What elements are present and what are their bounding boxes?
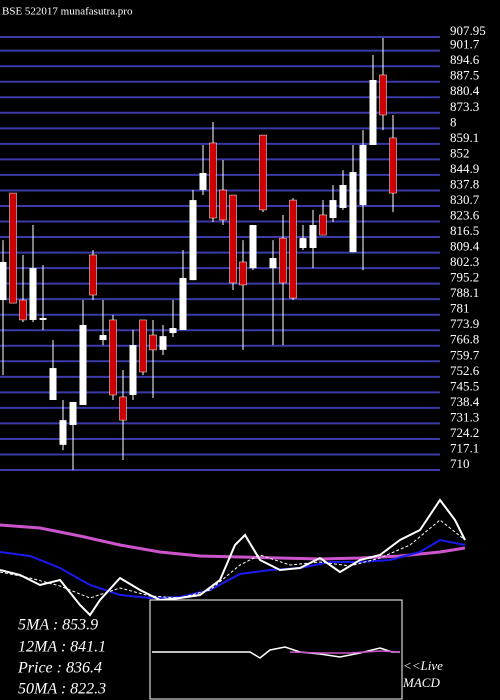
candle-body (389, 137, 397, 194)
candle-body (329, 200, 337, 219)
candle-body (29, 268, 37, 320)
candle-body (169, 328, 177, 334)
candle-body (309, 225, 317, 248)
y-tick-label: 745.5 (450, 378, 479, 393)
candle-body (19, 299, 27, 321)
ma-short-line (0, 519, 466, 599)
candle-body (369, 79, 377, 145)
macd-label: MACD (402, 675, 440, 690)
candle-body (119, 396, 127, 421)
price-text: Price : 836.4 (17, 660, 102, 677)
y-tick-label: 837.8 (450, 176, 479, 191)
candle-body (299, 238, 307, 248)
y-tick-label: 823.6 (450, 207, 480, 222)
candle-body (269, 258, 277, 269)
y-tick-label: 773.9 (450, 316, 479, 331)
candle-body (149, 334, 157, 351)
y-tick-label: 887.5 (450, 68, 479, 83)
y-tick-label: 852 (450, 145, 470, 160)
candle-body (319, 214, 327, 236)
price-line (0, 498, 466, 617)
candle-body (239, 261, 247, 286)
chart-title: BSE 522017 munafasutra.pro (2, 6, 133, 18)
candle-body (139, 319, 147, 373)
candle-body (179, 277, 187, 331)
live-link[interactable]: <<Live (403, 658, 443, 673)
y-tick-label: 830.7 (450, 192, 480, 207)
ma50-text: 50MA : 822.3 (18, 681, 106, 698)
y-tick-label: 894.6 (450, 52, 480, 67)
y-tick-label: 907.95 (450, 23, 486, 38)
macd-signal-line (289, 650, 401, 654)
candle-body (229, 194, 237, 284)
y-tick-label: 809.4 (450, 239, 480, 254)
candle-body (359, 144, 367, 206)
ma-mid-line (0, 538, 466, 600)
y-tick-label: 873.3 (450, 99, 479, 114)
ma12-text: 12MA : 841.1 (18, 639, 106, 656)
y-tick-label: 795.2 (450, 270, 479, 285)
candle-body (109, 319, 117, 396)
y-tick-label: 752.6 (450, 363, 480, 378)
candle-body (49, 368, 57, 401)
candle-body (69, 401, 77, 425)
y-tick-label: 781 (450, 301, 470, 316)
candle-body (339, 184, 347, 208)
y-tick-label: 759.7 (450, 347, 480, 362)
candle-body (219, 189, 227, 221)
y-tick-label: 859.1 (450, 130, 479, 145)
y-tick-label: 738.4 (450, 394, 480, 409)
y-tick-label: 717.1 (450, 440, 479, 455)
y-tick-label: 901.7 (450, 37, 480, 52)
y-tick-label: 880.4 (450, 83, 480, 98)
candle-body (279, 237, 287, 284)
candle-body (0, 261, 7, 301)
candle-body (259, 134, 267, 211)
y-tick-label: 766.8 (450, 332, 479, 347)
candle-body (199, 172, 207, 191)
y-tick-label: 816.5 (450, 223, 479, 238)
y-tick-label: 724.2 (450, 425, 479, 440)
candle-body (129, 345, 137, 395)
y-tick-label: 731.3 (450, 409, 479, 424)
candle-body (349, 172, 357, 253)
candle-body (59, 420, 67, 445)
ma5-text: 5MA : 853.9 (18, 617, 98, 634)
candle-body (379, 74, 387, 116)
candle-body (189, 200, 197, 281)
indicator-panel: 5MA : 853.9 12MA : 841.1 Price : 836.4 5… (0, 498, 466, 700)
candle-body (209, 142, 217, 219)
candle-body (99, 335, 107, 341)
y-tick-label: 802.3 (450, 254, 479, 269)
candle-body (9, 192, 17, 304)
y-tick-label: 788.1 (450, 285, 479, 300)
y-tick-label: 8 (450, 114, 457, 129)
candle-body (89, 254, 97, 296)
y-tick-label: 710 (450, 456, 470, 471)
candle-body (159, 336, 167, 350)
ma-long-line (0, 523, 466, 561)
candle-body (39, 317, 47, 320)
y-tick-label: 844.9 (450, 161, 479, 176)
candle-body (249, 225, 257, 269)
candle-body (289, 199, 297, 299)
candle-body (79, 324, 87, 406)
